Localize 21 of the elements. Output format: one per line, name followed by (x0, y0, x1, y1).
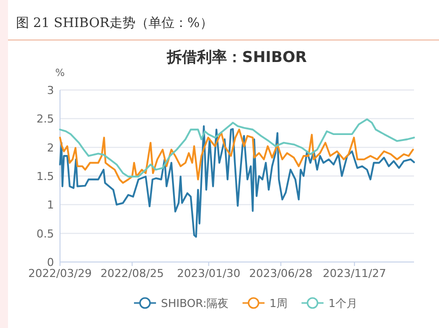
y-tick-label: 3 (47, 84, 54, 97)
y-tick-label: 2 (47, 141, 54, 154)
y-tick-label: 0 (47, 256, 54, 269)
y-axis-title: % (55, 68, 65, 79)
x-tick-label: 2023/01/30 (176, 267, 240, 280)
legend-label: 1个月 (328, 297, 358, 310)
x-tick-label: 2022/08/25 (100, 267, 164, 280)
y-tick-label: 1 (47, 198, 54, 212)
chart-title: 拆借利率：SHIBOR (166, 48, 308, 66)
x-tick-label: 2023/06/28 (249, 267, 313, 280)
y-tick-label: 2.5 (36, 112, 54, 126)
x-tick-label: 2022/03/29 (28, 267, 92, 280)
x-tick-label: 2023/11/27 (322, 267, 386, 280)
y-tick-label: 0.5 (36, 227, 54, 240)
caption: 图 21 SHIBOR走势（单位：%） (16, 16, 213, 31)
legend-label: SHIBOR:隔夜 (161, 297, 229, 310)
line-series (59, 125, 415, 238)
line-series (59, 118, 415, 178)
line-series (59, 128, 414, 184)
y-tick-label: 1.5 (36, 170, 54, 183)
legend-label: 1周 (270, 297, 288, 310)
